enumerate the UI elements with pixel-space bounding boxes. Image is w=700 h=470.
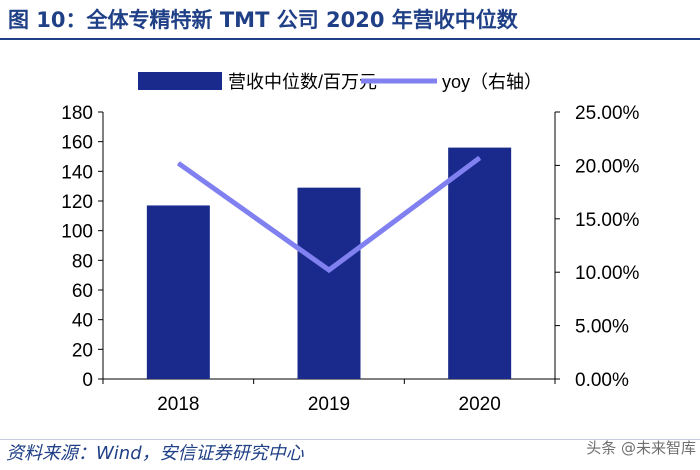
bar-2018 bbox=[146, 205, 210, 379]
right-tick-label: 20.00% bbox=[575, 156, 640, 177]
left-tick-label: 180 bbox=[61, 103, 93, 124]
legend-label-line: yoy（右轴） bbox=[442, 72, 542, 92]
left-tick-label: 120 bbox=[61, 192, 93, 213]
source-note: 资料来源：Wind，安信证券研究中心 bbox=[6, 443, 304, 464]
yoy-point-2018 bbox=[177, 162, 179, 164]
left-tick-label: 140 bbox=[61, 162, 93, 183]
legend-swatch-bar bbox=[138, 72, 222, 90]
footer-divider bbox=[0, 439, 700, 440]
x-tick-label: 2019 bbox=[308, 394, 350, 415]
x-tick-label: 2018 bbox=[157, 394, 199, 415]
left-tick-label: 160 bbox=[61, 133, 93, 154]
left-tick-label: 20 bbox=[72, 340, 93, 361]
left-tick-label: 40 bbox=[72, 311, 93, 332]
yoy-point-2019 bbox=[328, 269, 330, 271]
legend-label-bar: 营收中位数/百万元 bbox=[228, 72, 377, 92]
yoy-point-2020 bbox=[479, 157, 481, 159]
chart: 0 20 40 60 80 100 120 140 160 180 0.00% 5.00% 10.00%… bbox=[61, 72, 640, 415]
bar-2020 bbox=[448, 147, 512, 379]
right-tick-label: 0.00% bbox=[575, 370, 629, 391]
x-tick-label: 2020 bbox=[459, 394, 501, 415]
right-tick-label: 15.00% bbox=[575, 210, 640, 231]
right-tick-label: 25.00% bbox=[575, 103, 640, 124]
bar-2019 bbox=[297, 187, 361, 379]
left-tick-label: 60 bbox=[72, 281, 93, 302]
chart-title: 图 10：全体专精特新 TMT 公司 2020 年营收中位数 bbox=[8, 8, 518, 32]
title-divider bbox=[0, 38, 700, 40]
left-tick-label: 100 bbox=[61, 222, 93, 243]
left-tick-label: 0 bbox=[82, 370, 93, 391]
right-tick-label: 5.00% bbox=[575, 317, 629, 338]
left-tick-label: 80 bbox=[72, 251, 93, 272]
watermark-text: 头条 @未来智库 bbox=[586, 439, 696, 457]
right-tick-label: 10.00% bbox=[575, 263, 640, 284]
